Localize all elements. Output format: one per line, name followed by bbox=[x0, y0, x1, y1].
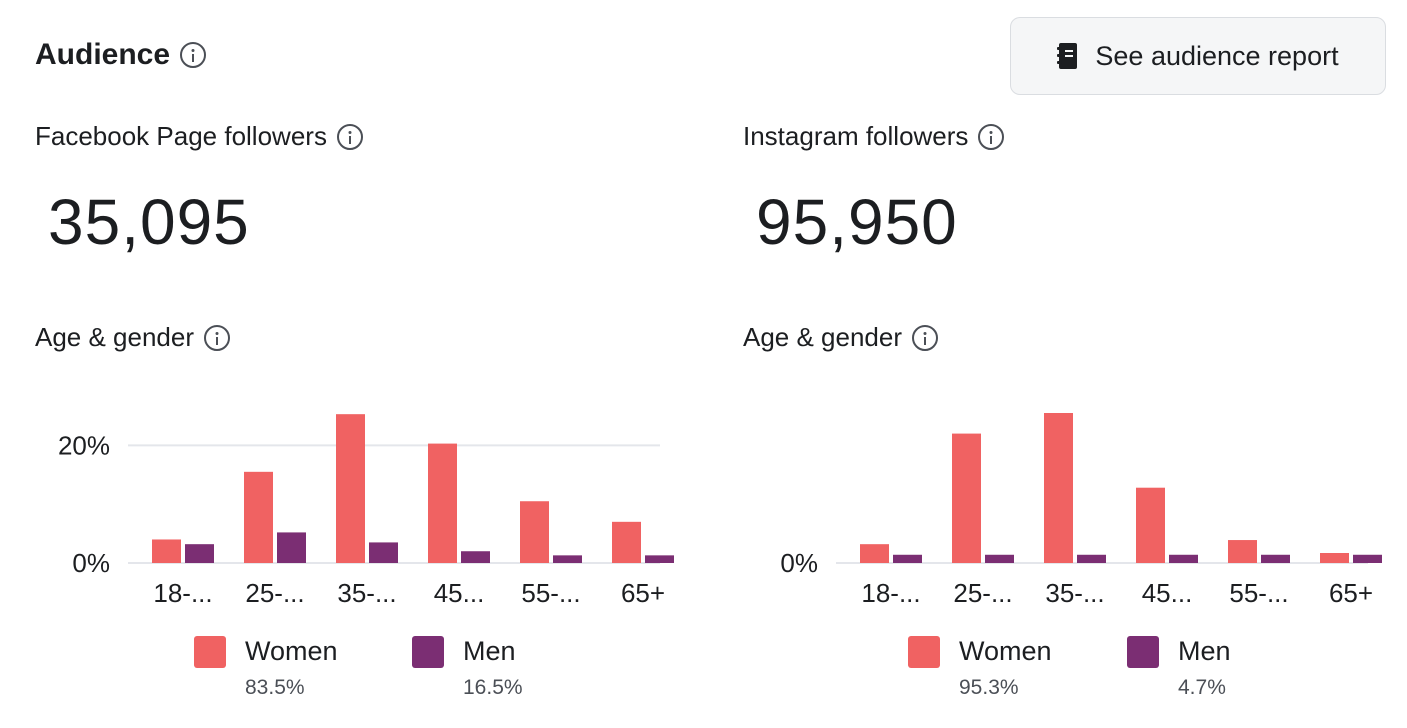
audience-section-title: Audience bbox=[35, 38, 207, 72]
legend-label-women: Women bbox=[245, 636, 338, 666]
bar-men bbox=[985, 554, 1014, 563]
y-tick-label: 20% bbox=[58, 430, 110, 460]
bar-women bbox=[612, 521, 641, 563]
bar-men bbox=[1353, 554, 1382, 563]
facebook-panel: Facebook Page followers 35,095 Age & gen… bbox=[0, 0, 680, 728]
audience-title-text: Audience bbox=[35, 38, 171, 71]
legend-swatch-men bbox=[1127, 636, 1159, 668]
instagram-followers-label: Instagram followers bbox=[743, 121, 1005, 152]
x-tick-label: 45... bbox=[1142, 578, 1193, 608]
legend-label-men: Men bbox=[1178, 636, 1231, 666]
instagram-age-gender-chart: 0% 18-... 25-... 35-... 45... 55-... 65+ bbox=[780, 413, 1382, 608]
info-icon[interactable] bbox=[336, 123, 363, 150]
info-icon[interactable] bbox=[978, 123, 1005, 150]
legend-pct-men: 16.5% bbox=[463, 676, 523, 699]
book-icon bbox=[1057, 43, 1078, 69]
bar-men bbox=[277, 532, 306, 563]
bar-women bbox=[952, 433, 981, 563]
legend-pct-women: 83.5% bbox=[245, 676, 305, 699]
x-tick-label: 65+ bbox=[1329, 578, 1373, 608]
x-tick-label: 45... bbox=[434, 578, 485, 608]
bar-men bbox=[369, 542, 398, 563]
facebook-age-gender-chart: 0% 20% 18-... 25-... 35-... 45... 55-... 65+ bbox=[58, 414, 674, 608]
legend-swatch-men bbox=[412, 636, 444, 668]
bar-women bbox=[152, 539, 181, 563]
instagram-followers-label-text: Instagram followers bbox=[743, 121, 969, 151]
legend-label-men: Men bbox=[463, 636, 516, 666]
x-tick-label: 25-... bbox=[245, 578, 304, 608]
bar-women bbox=[428, 443, 457, 563]
bar-women bbox=[1136, 487, 1165, 563]
bar-men bbox=[553, 555, 582, 563]
bar-men bbox=[645, 555, 674, 563]
facebook-age-gender-title: Age & gender bbox=[35, 322, 195, 352]
legend-swatch-women bbox=[908, 636, 940, 668]
legend-pct-men: 4.7% bbox=[1178, 676, 1226, 699]
legend-label-women: Women bbox=[959, 636, 1052, 666]
bar-men bbox=[1261, 554, 1290, 563]
x-tick-label: 35-... bbox=[337, 578, 396, 608]
bar-men bbox=[461, 551, 490, 563]
see-audience-report-label: See audience report bbox=[1095, 40, 1339, 71]
bar-men bbox=[1077, 554, 1106, 563]
bar-women bbox=[1228, 540, 1257, 563]
facebook-followers-count: 35,095 bbox=[48, 186, 250, 258]
info-icon[interactable] bbox=[204, 324, 231, 351]
y-tick-label: 0% bbox=[780, 548, 818, 578]
bar-women bbox=[520, 501, 549, 563]
legend-swatch-women bbox=[194, 636, 226, 668]
bar-men bbox=[185, 544, 214, 563]
x-tick-label: 65+ bbox=[621, 578, 665, 608]
x-tick-label: 18-... bbox=[861, 578, 920, 608]
x-tick-label: 35-... bbox=[1045, 578, 1104, 608]
bar-men bbox=[893, 554, 922, 563]
bar-women bbox=[860, 544, 889, 563]
bar-women bbox=[244, 471, 273, 563]
info-icon[interactable] bbox=[912, 324, 939, 351]
instagram-age-gender-title: Age & gender bbox=[743, 322, 903, 352]
bar-women bbox=[1044, 413, 1073, 563]
x-tick-label: 25-... bbox=[953, 578, 1012, 608]
x-tick-label: 55-... bbox=[521, 578, 580, 608]
bar-men bbox=[1169, 554, 1198, 563]
see-audience-report-button[interactable]: See audience report bbox=[1010, 17, 1386, 95]
x-tick-label: 18-... bbox=[153, 578, 212, 608]
instagram-age-gender-label: Age & gender bbox=[743, 322, 939, 353]
facebook-followers-label-text: Facebook Page followers bbox=[35, 121, 327, 151]
instagram-panel: Instagram followers 95,950 Age & gender … bbox=[708, 0, 1388, 728]
y-tick-label: 0% bbox=[72, 548, 110, 578]
x-tick-label: 55-... bbox=[1229, 578, 1288, 608]
facebook-age-gender-label: Age & gender bbox=[35, 322, 231, 353]
bar-women bbox=[336, 414, 365, 563]
legend-pct-women: 95.3% bbox=[959, 676, 1019, 699]
info-icon[interactable] bbox=[180, 42, 207, 68]
instagram-followers-count: 95,950 bbox=[756, 186, 958, 258]
bar-women bbox=[1320, 553, 1349, 563]
facebook-followers-label: Facebook Page followers bbox=[35, 121, 363, 152]
